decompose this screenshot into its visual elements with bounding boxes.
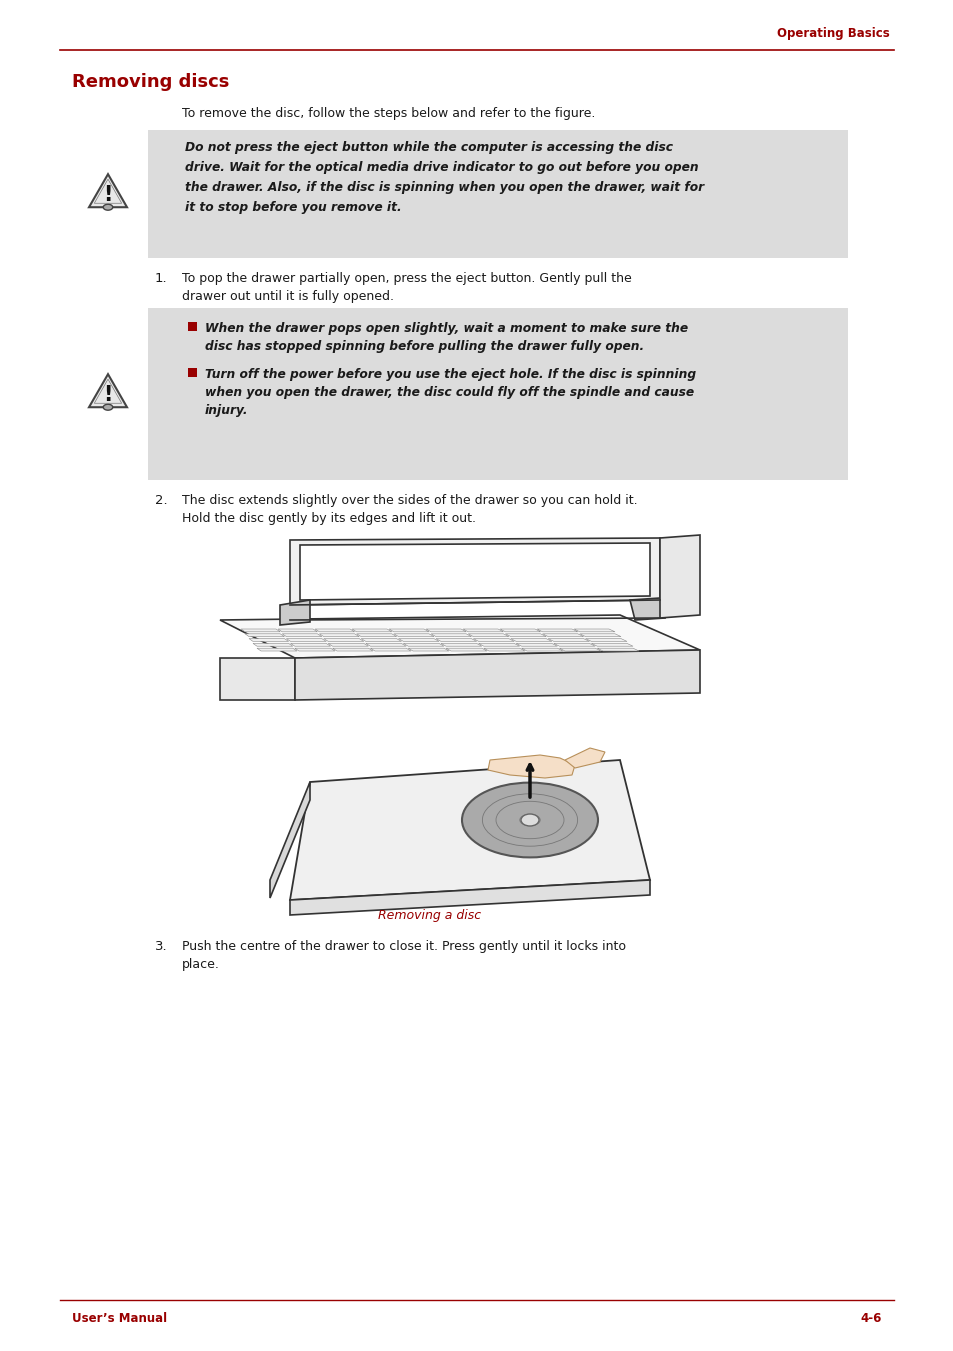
Polygon shape	[220, 658, 294, 700]
Polygon shape	[505, 634, 546, 636]
Polygon shape	[365, 643, 406, 646]
Text: The disc extends slightly over the sides of the drawer so you can hold it.: The disc extends slightly over the sides…	[182, 494, 637, 507]
Ellipse shape	[520, 815, 538, 825]
Text: Hold the disc gently by its edges and lift it out.: Hold the disc gently by its edges and li…	[182, 512, 476, 526]
Text: Operating Basics: Operating Basics	[777, 27, 889, 39]
Polygon shape	[314, 630, 355, 632]
Polygon shape	[89, 174, 127, 207]
Ellipse shape	[461, 782, 598, 858]
Polygon shape	[328, 643, 368, 646]
Polygon shape	[431, 634, 471, 636]
Polygon shape	[403, 643, 443, 646]
Text: Turn off the power before you use the eject hole. If the disc is spinning: Turn off the power before you use the ej…	[205, 367, 696, 381]
Text: Removing a disc: Removing a disc	[378, 908, 481, 921]
Polygon shape	[579, 634, 620, 636]
Text: To remove the disc, follow the steps below and refer to the figure.: To remove the disc, follow the steps bel…	[182, 107, 595, 119]
Polygon shape	[542, 634, 583, 636]
Polygon shape	[270, 782, 310, 898]
Text: User’s Manual: User’s Manual	[71, 1313, 167, 1325]
Polygon shape	[290, 538, 659, 605]
Polygon shape	[299, 543, 649, 600]
Text: when you open the drawer, the disc could fly off the spindle and cause: when you open the drawer, the disc could…	[205, 386, 694, 399]
Polygon shape	[436, 639, 476, 642]
Polygon shape	[361, 639, 401, 642]
Polygon shape	[323, 639, 363, 642]
Polygon shape	[277, 630, 317, 632]
Text: To pop the drawer partially open, press the eject button. Gently pull the: To pop the drawer partially open, press …	[182, 272, 631, 285]
Polygon shape	[499, 630, 540, 632]
Text: 4-6: 4-6	[860, 1313, 882, 1325]
Polygon shape	[389, 630, 429, 632]
Polygon shape	[629, 598, 664, 620]
Polygon shape	[446, 648, 486, 651]
Text: Do not press the eject button while the computer is accessing the disc: Do not press the eject button while the …	[185, 142, 672, 154]
Text: drive. Wait for the optical media drive indicator to go out before you open: drive. Wait for the optical media drive …	[185, 162, 698, 174]
Polygon shape	[291, 643, 331, 646]
Text: !: !	[103, 185, 112, 204]
Polygon shape	[245, 634, 284, 636]
Polygon shape	[356, 634, 396, 636]
Polygon shape	[398, 639, 438, 642]
Ellipse shape	[103, 204, 112, 211]
Text: Removing discs: Removing discs	[71, 73, 229, 91]
Polygon shape	[554, 643, 595, 646]
Polygon shape	[510, 639, 551, 642]
Polygon shape	[537, 630, 578, 632]
Polygon shape	[564, 748, 604, 767]
Polygon shape	[241, 630, 280, 632]
Bar	[148, 130, 847, 258]
Polygon shape	[591, 643, 633, 646]
Polygon shape	[319, 634, 359, 636]
Bar	[148, 308, 847, 480]
Polygon shape	[89, 374, 127, 407]
Polygon shape	[256, 648, 296, 651]
Polygon shape	[478, 643, 519, 646]
Polygon shape	[333, 648, 373, 651]
Polygon shape	[220, 615, 700, 658]
Polygon shape	[370, 648, 411, 651]
Text: injury.: injury.	[205, 404, 248, 417]
Polygon shape	[516, 643, 557, 646]
Polygon shape	[253, 643, 293, 646]
Bar	[188, 322, 196, 331]
Polygon shape	[394, 634, 434, 636]
Polygon shape	[468, 634, 508, 636]
Polygon shape	[597, 648, 639, 651]
Polygon shape	[426, 630, 466, 632]
Polygon shape	[280, 600, 310, 626]
Polygon shape	[352, 630, 392, 632]
Text: the drawer. Also, if the disc is spinning when you open the drawer, wait for: the drawer. Also, if the disc is spinnin…	[185, 181, 703, 195]
Polygon shape	[294, 650, 700, 700]
Polygon shape	[462, 630, 503, 632]
Polygon shape	[558, 648, 600, 651]
Text: 1.: 1.	[154, 272, 168, 285]
Polygon shape	[294, 648, 335, 651]
Polygon shape	[521, 648, 562, 651]
Text: it to stop before you remove it.: it to stop before you remove it.	[185, 201, 401, 215]
Text: place.: place.	[182, 958, 219, 971]
Text: disc has stopped spinning before pulling the drawer fully open.: disc has stopped spinning before pulling…	[205, 340, 643, 353]
Text: 3.: 3.	[154, 940, 168, 952]
Polygon shape	[473, 639, 514, 642]
Text: 2.: 2.	[154, 494, 168, 507]
Polygon shape	[483, 648, 524, 651]
Text: When the drawer pops open slightly, wait a moment to make sure the: When the drawer pops open slightly, wait…	[205, 322, 687, 335]
Polygon shape	[286, 639, 326, 642]
Polygon shape	[282, 634, 321, 636]
Polygon shape	[290, 761, 649, 900]
Bar	[188, 367, 196, 377]
Text: Push the centre of the drawer to close it. Press gently until it locks into: Push the centre of the drawer to close i…	[182, 940, 625, 952]
Polygon shape	[249, 639, 289, 642]
Polygon shape	[585, 639, 626, 642]
Polygon shape	[548, 639, 589, 642]
Polygon shape	[408, 648, 449, 651]
Text: !: !	[103, 385, 112, 405]
Polygon shape	[440, 643, 481, 646]
Polygon shape	[574, 630, 615, 632]
Polygon shape	[488, 755, 575, 778]
Polygon shape	[290, 880, 649, 915]
Polygon shape	[659, 535, 700, 617]
Text: drawer out until it is fully opened.: drawer out until it is fully opened.	[182, 290, 394, 303]
Ellipse shape	[103, 404, 112, 411]
